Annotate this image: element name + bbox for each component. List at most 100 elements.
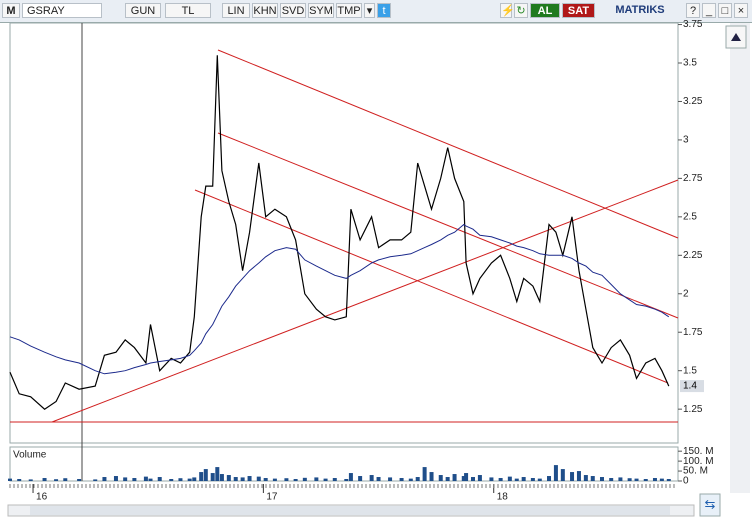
- volume-bar: [576, 471, 581, 481]
- volume-bar: [344, 479, 349, 481]
- dropdown[interactable]: ▾: [364, 3, 375, 18]
- sync-icon: ⇆: [705, 496, 716, 511]
- y-tick-label: 1.5: [683, 365, 697, 376]
- maximize-button[interactable]: □: [718, 3, 732, 18]
- volume-bar: [445, 477, 450, 481]
- sync-button[interactable]: [699, 493, 721, 517]
- help-button[interactable]: ?: [686, 3, 700, 18]
- volume-bar: [537, 478, 542, 481]
- minimize-button[interactable]: _: [702, 3, 716, 18]
- volume-bar: [547, 476, 552, 481]
- toolbar-button[interactable]: SYM: [308, 3, 334, 18]
- toolbar-button[interactable]: KHN: [252, 3, 278, 18]
- twitter[interactable]: t: [377, 3, 391, 18]
- volume-bar: [521, 477, 526, 481]
- volume-bar: [348, 473, 353, 481]
- volume-bar: [438, 475, 443, 481]
- volume-bar: [464, 473, 469, 481]
- volume-bar: [102, 477, 107, 481]
- symbol-box[interactable]: GSRAY: [22, 3, 102, 18]
- volume-bar: [643, 479, 648, 481]
- price-frame: [9, 22, 679, 444]
- background: [0, 23, 752, 522]
- volume-bar: [369, 475, 374, 481]
- volume-bar: [148, 478, 153, 481]
- volume-bar: [247, 476, 252, 481]
- volume-bar: [215, 467, 220, 481]
- y-tick-label: 3.75: [683, 19, 703, 30]
- panel-title: Volume: [13, 450, 47, 461]
- volume-bar: [498, 478, 503, 481]
- volume-bar: [599, 477, 604, 481]
- volume-bar: [388, 477, 393, 481]
- y-tick-label: 100. M: [683, 456, 714, 467]
- flash[interactable]: ⚡: [500, 3, 515, 18]
- toolbar-button[interactable]: TL: [165, 3, 211, 18]
- volume-bar: [332, 478, 337, 481]
- toolbar: M GSRAY ▾ t ⚡ ↻ AL SAT MATRIKS ? _ □ × G…: [0, 0, 752, 23]
- volume-frame: [9, 446, 679, 482]
- logo[interactable]: M: [2, 3, 20, 18]
- volume-bar: [590, 476, 595, 481]
- volume-bar: [272, 478, 277, 481]
- volume-bar: [63, 478, 68, 481]
- y-tick-label: 2.5: [683, 211, 697, 222]
- price-line: [9, 55, 670, 410]
- trendline: [51, 179, 679, 423]
- volume-bar: [514, 478, 519, 481]
- volume-bar: [293, 479, 298, 481]
- volume-bar: [284, 478, 289, 481]
- y-tick-label: 3: [683, 135, 689, 146]
- last-price-label: 1.4: [683, 381, 697, 392]
- volume-bar: [627, 478, 632, 481]
- toolbar-button[interactable]: GUN: [125, 3, 161, 18]
- y-tick-label: 2.25: [683, 250, 703, 261]
- volume-bar: [233, 477, 238, 481]
- close-button[interactable]: ×: [734, 3, 748, 18]
- toolbar-button[interactable]: LIN: [222, 3, 250, 18]
- volume-bar: [192, 477, 197, 481]
- volume-bar: [42, 478, 47, 481]
- volume-bar: [399, 478, 404, 481]
- volume-bar: [470, 477, 475, 481]
- sell-button[interactable]: SAT: [562, 3, 595, 18]
- toolbar-button[interactable]: SVD: [280, 3, 306, 18]
- volume-bar: [634, 478, 639, 481]
- volume-bar: [618, 477, 623, 481]
- refresh[interactable]: ↻: [514, 3, 528, 18]
- toolbar-button[interactable]: TMP: [336, 3, 362, 18]
- volume-bar: [376, 477, 381, 481]
- trendline: [194, 189, 669, 384]
- volume-bar: [553, 465, 558, 481]
- volume-bar: [323, 478, 328, 481]
- trendlines: [10, 49, 679, 423]
- volume-bar: [187, 478, 192, 481]
- volume-bar: [157, 477, 162, 481]
- volume-bar: [560, 469, 565, 481]
- y-tick-label: 3.5: [683, 58, 697, 69]
- volume-bar: [169, 479, 174, 481]
- volume-bar: [507, 476, 512, 481]
- scroll-thumb[interactable]: [30, 506, 670, 515]
- buy-button[interactable]: AL: [530, 3, 560, 18]
- v-scrollbar[interactable]: [730, 23, 750, 493]
- y-tick-label: 2: [683, 288, 689, 299]
- volume-bar: [77, 479, 82, 481]
- volume-bar: [583, 475, 588, 481]
- volume-bar: [17, 479, 22, 481]
- volume-bar: [477, 475, 482, 481]
- volume-bar: [358, 476, 363, 481]
- volume-bar: [422, 467, 427, 481]
- arrow-icon: [731, 33, 741, 41]
- y-tick-label: 1.25: [683, 404, 703, 415]
- volume-bar: [123, 477, 128, 481]
- volume-bar: [54, 479, 59, 481]
- volume-bar: [652, 478, 657, 481]
- volume-bar: [530, 478, 535, 481]
- trendline: [217, 132, 679, 319]
- y-tick-label: 150. M: [683, 446, 714, 457]
- volume-bar: [659, 478, 664, 481]
- volume-bar: [178, 478, 183, 481]
- price-line: [9, 223, 670, 375]
